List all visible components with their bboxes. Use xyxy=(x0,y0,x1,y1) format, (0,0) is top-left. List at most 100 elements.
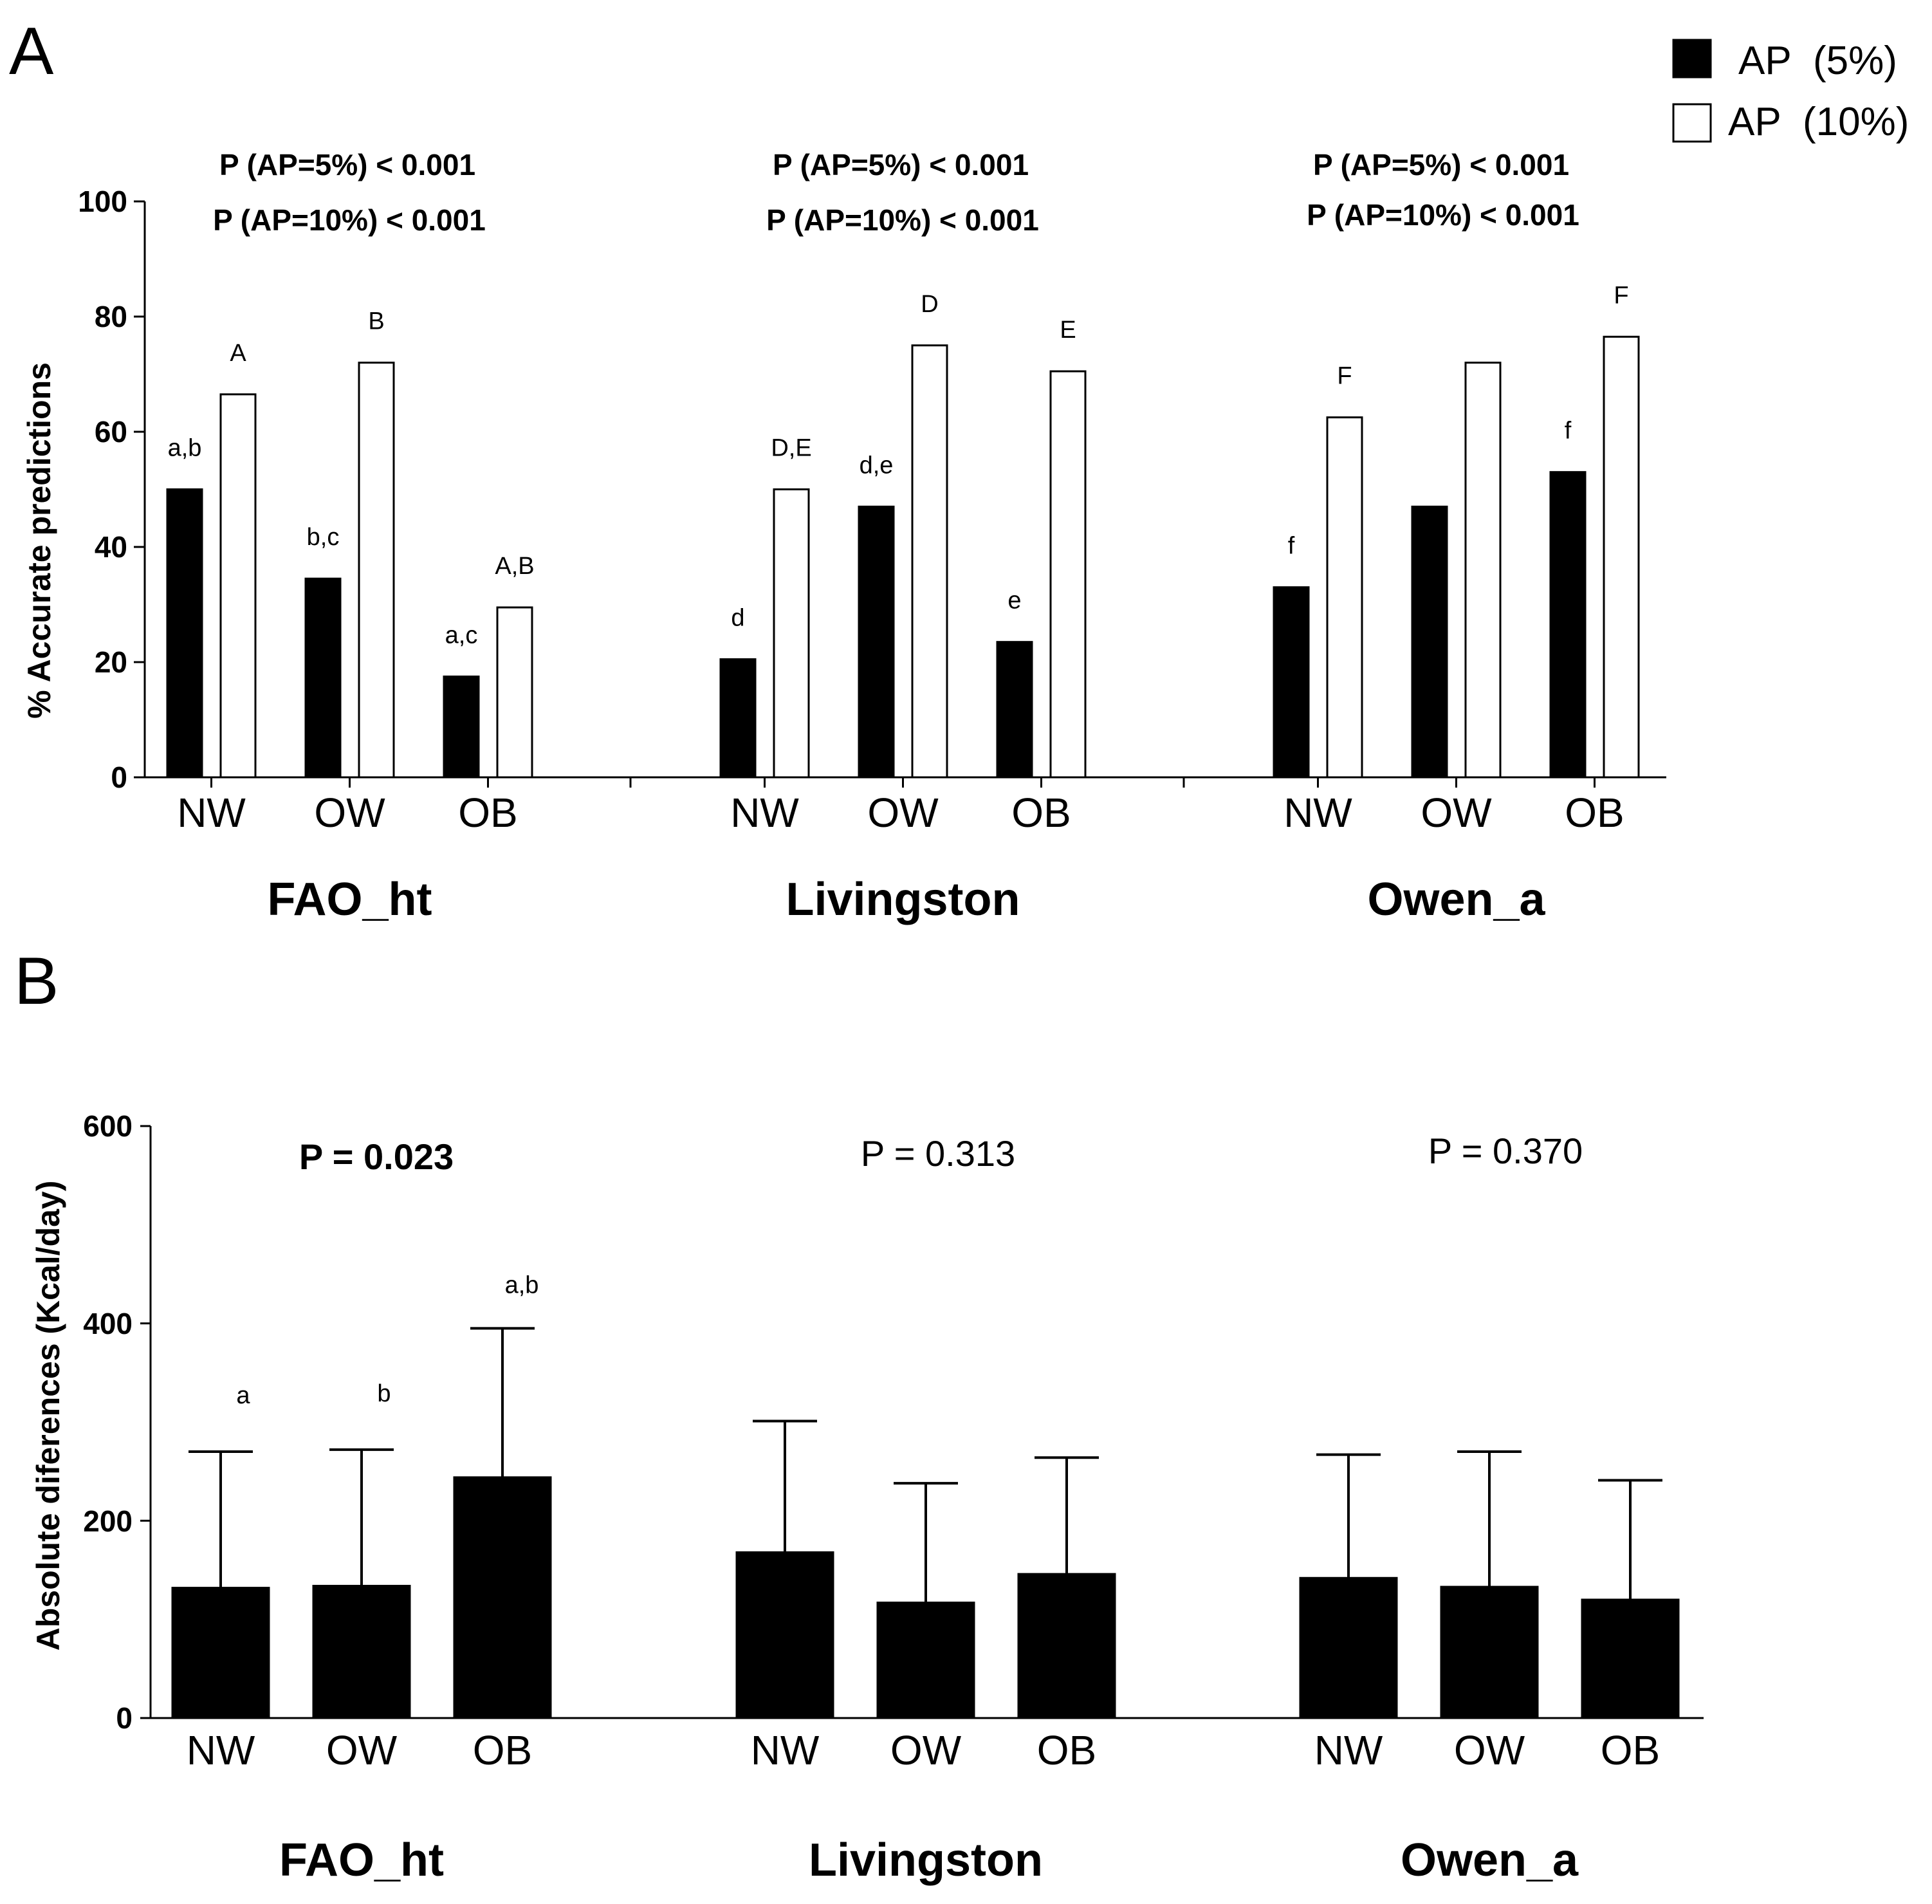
significance-label: f xyxy=(1565,418,1572,445)
p-value-line: P (AP=10%) < 0.001 xyxy=(1307,198,1579,232)
y-tick-label: 100 xyxy=(78,185,127,218)
x-category-label: OB xyxy=(458,790,517,836)
bar-ap10-owen-a-ow xyxy=(1464,362,1502,779)
significance-label: B xyxy=(368,308,384,335)
p-value-line: P (AP=5%) < 0.001 xyxy=(773,148,1029,181)
bar-ap10-fao-ht-ow xyxy=(358,362,395,779)
bar-ap5-livingston-ow xyxy=(858,505,895,779)
significance-label: D,E xyxy=(771,435,811,462)
bar-ap10-livingston-ow xyxy=(911,344,948,779)
bar-ap10-fao-ht-nw xyxy=(219,393,257,779)
legend-label-ap10: AP (10%) xyxy=(1728,100,1909,144)
group-label-owen-a: Owen_a xyxy=(1401,1835,1579,1886)
y-tick-label: 20 xyxy=(95,645,127,679)
x-category-label: NW xyxy=(177,790,246,836)
bar-livingston-ow xyxy=(876,1602,975,1719)
x-category-label: OW xyxy=(326,1727,398,1773)
group-label-fao-ht: FAO_ht xyxy=(267,874,432,925)
x-category-label: OB xyxy=(1037,1727,1096,1773)
x-category-label: OW xyxy=(890,1727,962,1773)
bar-ap10-livingston-nw xyxy=(773,488,810,779)
x-category-label: OB xyxy=(1011,790,1071,836)
legend: AP (5%) AP (10%) xyxy=(1672,39,1909,144)
x-category-label: OB xyxy=(473,1727,532,1773)
bar-ap5-fao-ht-nw xyxy=(166,488,203,779)
p-values-a: P (AP=5%) < 0.001 P (AP=10%) < 0.001 P (… xyxy=(213,148,1579,237)
bar-livingston-ob xyxy=(1017,1573,1116,1719)
significance-label: a,b xyxy=(505,1271,539,1299)
x-category-label: NW xyxy=(1314,1727,1383,1773)
bar-ap10-owen-a-nw xyxy=(1326,416,1363,779)
bar-fao-ht-nw xyxy=(171,1587,270,1719)
bar-fao-ht-ow xyxy=(312,1585,411,1719)
significance-label: b xyxy=(377,1380,391,1407)
significance-label: E xyxy=(1060,317,1076,344)
bar-ap5-livingston-nw xyxy=(719,658,757,779)
bar-ap10-livingston-ob xyxy=(1049,370,1087,779)
y-tick-label: 40 xyxy=(95,530,127,564)
bar-owen-a-ow xyxy=(1440,1585,1539,1719)
significance-label: e xyxy=(1007,587,1021,615)
y-axis-label: % Accurate predictions xyxy=(21,362,57,719)
p-value-fao-ht: P = 0.023 xyxy=(299,1136,454,1177)
bar-ap5-fao-ht-ow xyxy=(304,577,342,779)
p-value-line: P (AP=5%) < 0.001 xyxy=(219,148,475,181)
bar-livingston-nw xyxy=(735,1551,834,1719)
bar-ap10-owen-a-ob xyxy=(1603,335,1640,779)
y-tick-label: 400 xyxy=(83,1307,133,1340)
p-value-owen-a: P = 0.370 xyxy=(1428,1131,1583,1171)
bar-owen-a-ob xyxy=(1581,1598,1680,1719)
x-category-label: OW xyxy=(1421,790,1492,836)
y-tick-label: 60 xyxy=(95,415,127,448)
bar-ap5-fao-ht-ob xyxy=(443,675,480,779)
p-value-line: P (AP=10%) < 0.001 xyxy=(766,203,1039,237)
x-labels-a: NW OW OB FAO_ht NW OW OB Livingston NW OW OB Owen_a xyxy=(134,200,1624,925)
significance-label: F xyxy=(1337,363,1352,390)
x-category-label: OW xyxy=(867,790,939,836)
significance-label: f xyxy=(1288,533,1295,560)
x-category-label: OB xyxy=(1601,1727,1660,1773)
significance-label: D xyxy=(921,291,938,318)
bars-a: a,b Ab,c Ba,c A,B d D,E d,e De Ef Ff F xyxy=(166,282,1640,779)
legend-label-ap5: AP (5%) xyxy=(1738,39,1897,83)
x-labels-b: NW OW OB FAO_ht NW OW OB Livingston NW OW OB Owen_a xyxy=(140,1125,1660,1886)
bar-fao-ht-ob xyxy=(453,1476,552,1719)
bar-ap5-owen-a-ob xyxy=(1549,471,1587,779)
bar-ap10-fao-ht-ob xyxy=(496,606,533,779)
bars-b: a b a,b xyxy=(171,1271,1680,1719)
significance-label: a,b xyxy=(168,435,202,462)
y-tick-label: 200 xyxy=(83,1504,133,1538)
y-axis-label: Absolute diferences (Kcal/day) xyxy=(30,1181,66,1651)
panel-b-letter: B xyxy=(14,944,59,1019)
bar-owen-a-nw xyxy=(1299,1576,1398,1719)
bar-ap5-owen-a-ow xyxy=(1411,505,1448,779)
bar-ap5-owen-a-nw xyxy=(1273,586,1310,779)
group-label-owen-a: Owen_a xyxy=(1367,874,1545,925)
x-category-label: NW xyxy=(187,1727,255,1773)
x-category-label: OW xyxy=(314,790,385,836)
bar-ap5-livingston-ob xyxy=(996,641,1033,779)
legend-swatch-ap5 xyxy=(1672,39,1712,79)
y-ticks: 0 200 400 600 xyxy=(83,1109,133,1735)
significance-label: A xyxy=(230,340,246,367)
panel-b: B P = 0.023 P = 0.313 P = 0.370 Absolute… xyxy=(14,944,1704,1886)
y-tick-label: 0 xyxy=(116,1701,133,1735)
significance-label: a xyxy=(236,1382,250,1409)
legend-swatch-ap10 xyxy=(1672,103,1712,143)
significance-label: b,c xyxy=(307,524,340,551)
y-ticks: 0 20 40 60 80 100 xyxy=(78,185,127,794)
significance-label: a,c xyxy=(445,622,478,649)
x-category-label: OB xyxy=(1565,790,1624,836)
x-category-label: NW xyxy=(751,1727,820,1773)
group-label-livingston: Livingston xyxy=(809,1835,1043,1886)
p-value-line: P (AP=5%) < 0.001 xyxy=(1313,148,1569,181)
p-value-livingston: P = 0.313 xyxy=(861,1133,1015,1174)
y-tick-label: 600 xyxy=(83,1109,133,1143)
panel-a-letter: A xyxy=(9,14,54,89)
significance-label: A,B xyxy=(495,553,534,580)
x-category-label: NW xyxy=(730,790,799,836)
x-category-label: NW xyxy=(1283,790,1352,836)
y-tick-label: 0 xyxy=(111,761,127,794)
p-value-line: P (AP=10%) < 0.001 xyxy=(213,203,486,237)
